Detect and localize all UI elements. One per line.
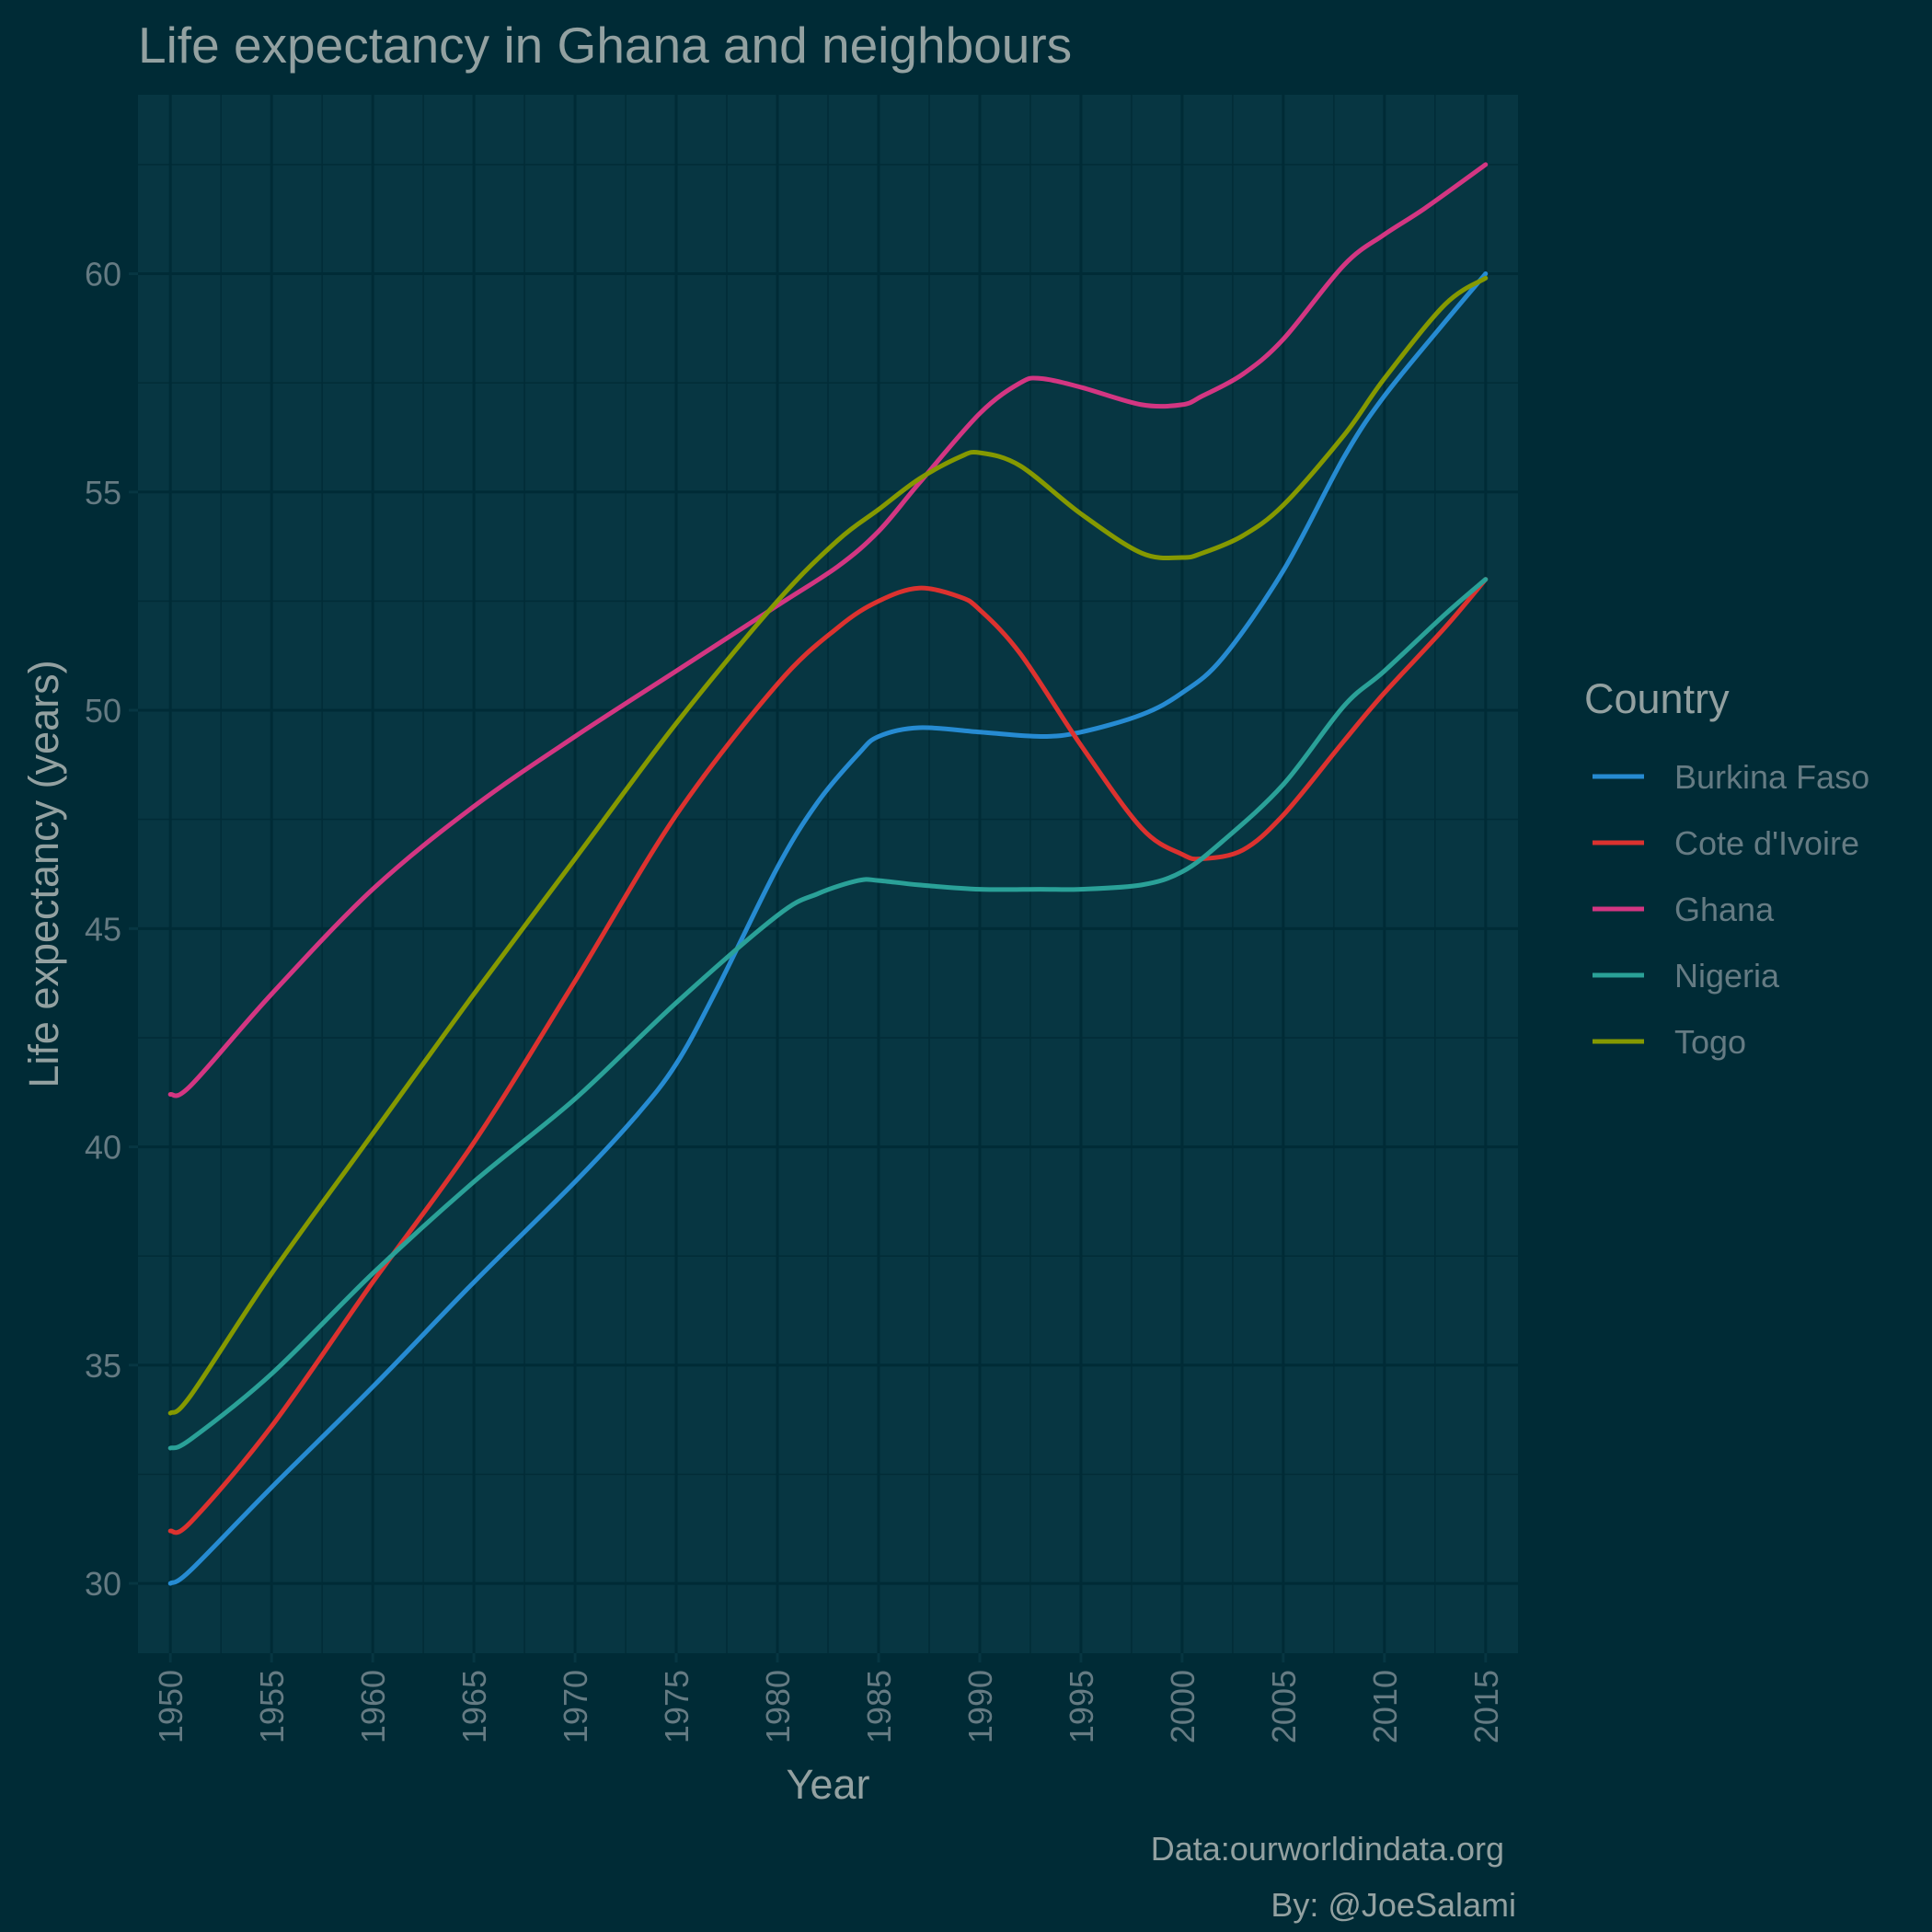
x-tick-label: 1950 — [152, 1670, 190, 1743]
legend-label-burkina-faso: Burkina Faso — [1674, 758, 1869, 796]
x-tick-label: 1975 — [658, 1670, 696, 1743]
caption-author: By: @JoeSalami — [1271, 1886, 1516, 1924]
legend-title: Country — [1584, 675, 1730, 722]
legend-label-ghana: Ghana — [1674, 891, 1775, 928]
x-tick-label: 1990 — [961, 1670, 999, 1743]
caption-source: Data:ourworldindata.org — [1151, 1830, 1504, 1868]
y-axis-ticks: 30 35 40 45 50 55 60 — [85, 256, 138, 1603]
minor-gridlines — [138, 95, 1518, 1653]
x-tick-label: 2015 — [1467, 1670, 1505, 1743]
x-axis-title: Year — [787, 1761, 870, 1808]
x-axis-ticks: 1950 1955 1960 1965 1970 1975 1980 1985 1990 1995… — [152, 1653, 1505, 1743]
y-tick-label: 35 — [85, 1347, 121, 1385]
y-tick-label: 30 — [85, 1565, 121, 1603]
x-tick-label: 2000 — [1164, 1670, 1202, 1743]
series-line-burkina-faso — [167, 271, 1489, 1586]
y-tick-label: 60 — [85, 256, 121, 293]
chart-title: Life expectancy in Ghana and neighbours — [138, 17, 1072, 74]
y-axis-title: Life expectancy (years) — [20, 660, 67, 1087]
y-tick-label: 50 — [85, 692, 121, 730]
x-tick-label: 2010 — [1366, 1670, 1404, 1743]
series-line-nigeria — [167, 577, 1489, 1451]
legend-label-nigeria: Nigeria — [1674, 957, 1780, 995]
y-tick-label: 40 — [85, 1129, 121, 1167]
series-line-cote-d-ivoire — [167, 577, 1489, 1535]
x-tick-label: 1985 — [860, 1670, 898, 1743]
legend-label-cote-d-ivoire: Cote d'Ivoire — [1674, 824, 1859, 862]
legend: Country Burkina Faso Cote d'Ivoire Ghana Ni… — [1584, 675, 1869, 1061]
legend-items: Burkina Faso Cote d'Ivoire Ghana Nigeria Tog… — [1593, 758, 1869, 1061]
x-tick-label: 1965 — [455, 1670, 493, 1743]
legend-label-togo: Togo — [1674, 1023, 1746, 1061]
x-tick-label: 1955 — [253, 1670, 291, 1743]
series-lines — [167, 162, 1489, 1586]
x-tick-label: 1980 — [759, 1670, 797, 1743]
series-line-ghana — [167, 162, 1489, 1098]
x-tick-label: 1960 — [354, 1670, 392, 1743]
y-tick-label: 55 — [85, 474, 121, 512]
x-tick-label: 1995 — [1063, 1670, 1100, 1743]
x-tick-label: 1970 — [557, 1670, 594, 1743]
x-tick-label: 2005 — [1265, 1670, 1303, 1743]
series-line-togo — [167, 275, 1489, 1416]
y-tick-label: 45 — [85, 910, 121, 948]
